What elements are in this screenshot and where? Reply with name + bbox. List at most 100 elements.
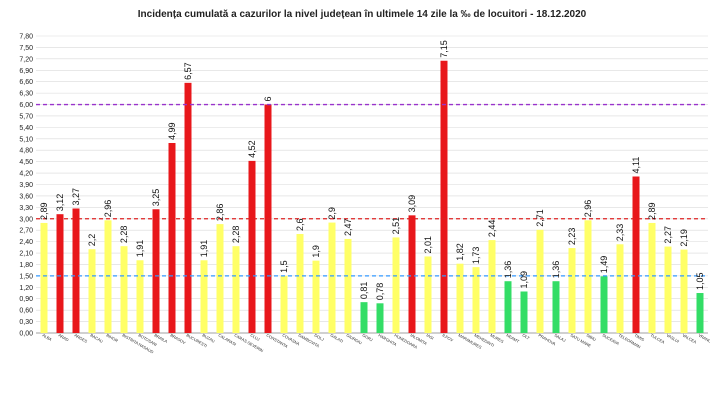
category-label: TULCEA <box>650 333 666 345</box>
bar <box>248 160 256 333</box>
bar <box>584 220 592 333</box>
value-label: 1,9 <box>311 245 321 258</box>
bar <box>344 238 352 333</box>
value-label: 2,44 <box>487 220 497 238</box>
value-label: 3,27 <box>71 188 81 206</box>
bars <box>40 60 704 334</box>
category-labels: ALBA ARAD ARGES BACAU BIHOR BISTRITA NASAUDBO… <box>42 333 710 355</box>
y-tick-label: 3,00 <box>19 216 33 223</box>
category-label: VRANCEA <box>698 333 710 347</box>
category-label: GORJ <box>362 333 374 343</box>
bar <box>424 256 432 333</box>
y-tick-label: 1,80 <box>19 262 33 269</box>
category-label: BACAU <box>90 333 105 344</box>
category-label: BRASOV <box>170 333 187 346</box>
value-label: 1,5 <box>279 260 289 273</box>
bar <box>40 222 48 333</box>
category-label: ARAD <box>58 333 70 343</box>
bar <box>104 220 112 333</box>
y-tick-label: 6,00 <box>19 102 33 109</box>
value-label: 2,33 <box>615 224 625 242</box>
bar <box>536 229 544 333</box>
category-label: SIBIU <box>586 333 598 343</box>
value-label: 7,15 <box>439 40 449 58</box>
category-label: CARAS-SEVERIN <box>234 333 265 354</box>
value-label: 6,57 <box>183 62 193 80</box>
bar <box>360 302 368 333</box>
bar <box>648 222 656 333</box>
y-tick-label: 6,30 <box>19 91 33 98</box>
value-label: 6 <box>263 97 273 102</box>
y-tick-label: 3,90 <box>19 182 33 189</box>
value-label: 3,09 <box>407 195 417 213</box>
y-tick-label: 6,60 <box>19 79 33 86</box>
bar <box>600 276 608 333</box>
category-label: TIMIS <box>634 333 646 343</box>
y-tick-label: 4,20 <box>19 171 33 178</box>
value-labels: 2,89 3,12 3,272,22,962,281,913,254,996,571… <box>39 40 705 300</box>
bar <box>552 281 560 333</box>
y-tick-label: 6,90 <box>19 68 33 75</box>
y-tick-label: 7,20 <box>19 56 33 63</box>
y-tick-label: 4,50 <box>19 159 33 166</box>
bar <box>152 209 160 333</box>
bar <box>328 222 336 333</box>
bar <box>408 215 416 333</box>
category-label: ILFOV <box>442 333 455 343</box>
value-label: 2,2 <box>87 234 97 247</box>
value-label: 2,96 <box>583 200 593 218</box>
value-label: 2,89 <box>647 202 657 220</box>
category-label: GALATI <box>330 333 345 344</box>
y-tick-label: 7,50 <box>19 45 33 52</box>
category-label: SUCEAVA <box>602 333 621 347</box>
category-label: CLUJ <box>250 333 261 342</box>
category-label: DOLJ <box>314 333 325 342</box>
category-label: OLT <box>522 333 531 341</box>
threshold-lines <box>36 103 708 277</box>
value-label: 2,71 <box>535 209 545 227</box>
y-tick-label: 1,20 <box>19 285 33 292</box>
category-label: ALBA <box>42 333 54 343</box>
category-label: ARGES <box>74 333 89 344</box>
bar <box>568 248 576 333</box>
y-tick-label: 2,70 <box>19 228 33 235</box>
value-label: 0,78 <box>375 283 385 301</box>
bar <box>440 60 448 333</box>
bar <box>136 260 144 333</box>
bar <box>488 240 496 333</box>
value-label: 1,09 <box>519 271 529 289</box>
y-tick-label: 7,80 <box>19 34 33 41</box>
y-tick-label: 3,60 <box>19 193 33 200</box>
y-tick-label: 5,40 <box>19 125 33 132</box>
category-label: GIURGIU <box>346 333 363 346</box>
y-tick-label: 2,40 <box>19 239 33 246</box>
value-label: 2,96 <box>103 200 113 218</box>
value-label: 2,86 <box>215 204 225 222</box>
bar <box>280 275 288 333</box>
bar <box>216 224 224 333</box>
bar <box>296 234 304 333</box>
value-label: 4,11 <box>631 157 641 174</box>
bar <box>472 267 480 333</box>
category-label: BIHOR <box>106 333 120 344</box>
y-tick-label: 0,90 <box>19 296 33 303</box>
value-label: 2,28 <box>231 226 241 244</box>
bar <box>616 244 624 333</box>
value-label: 2,23 <box>567 228 577 246</box>
category-label: SALAJ <box>554 333 567 343</box>
bar <box>664 246 672 333</box>
bar <box>392 237 400 333</box>
value-label: 4,99 <box>167 122 177 140</box>
bar <box>184 82 192 333</box>
bar <box>168 142 176 333</box>
value-label: 2,27 <box>663 226 673 244</box>
y-tick-label: 0,60 <box>19 308 33 315</box>
y-axis-ticks: 0,00 0,30 0,60 0,90 1,20 1,50 1,80 2,10 2,40 2,70… <box>19 34 33 338</box>
value-label: 2,9 <box>327 207 337 220</box>
value-label: 1,05 <box>695 272 705 290</box>
bar <box>376 303 384 333</box>
value-label: 2,01 <box>423 236 433 254</box>
bar <box>680 249 688 333</box>
value-label: 0,81 <box>359 282 369 300</box>
